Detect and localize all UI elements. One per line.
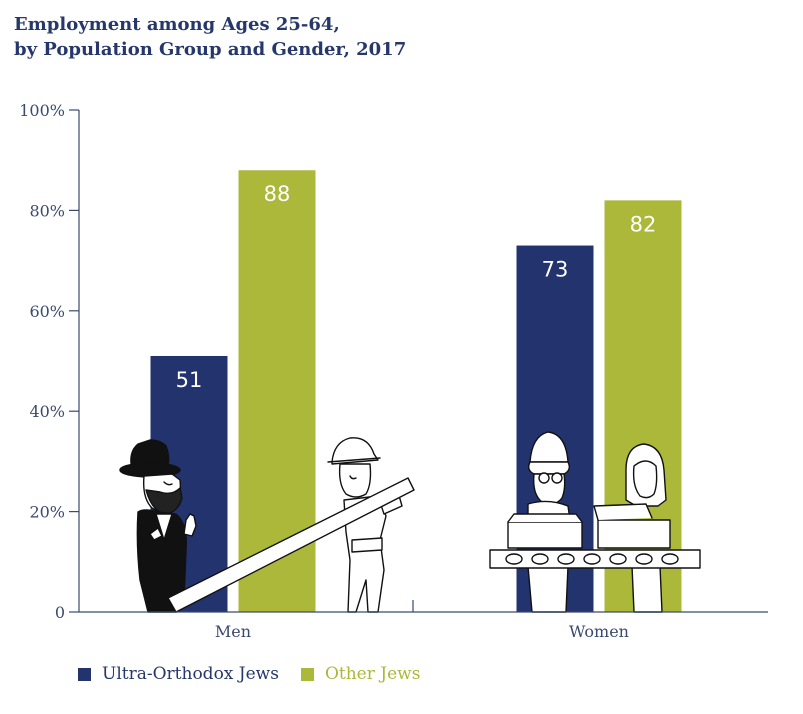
legend-label-ultra-orthodox: Ultra-Orthodox Jews xyxy=(102,664,279,684)
chart-title-line-2: by Population Group and Gender, 2017 xyxy=(14,39,407,60)
legend-swatch-ultra-orthodox xyxy=(78,667,91,681)
legend-item-other-jews: Other Jews xyxy=(300,664,421,684)
legend-swatch-other-jews xyxy=(300,667,314,681)
bar-value-label: 82 xyxy=(630,212,657,236)
x-category-label: Men xyxy=(215,622,251,641)
y-tick-label: 80% xyxy=(29,201,65,220)
chart-title: Employment among Ages 25-64, by Populati… xyxy=(14,12,406,62)
y-tick-label: 20% xyxy=(29,503,65,522)
y-axis: 0 20% 40% 60% 80% 100% xyxy=(19,101,80,622)
legend: Ultra-Orthodox Jews Other Jews xyxy=(78,664,442,684)
construction-worker-illustration xyxy=(327,437,403,613)
legend-label-other-jews: Other Jews xyxy=(324,664,421,684)
x-axis: Men Women xyxy=(79,600,768,641)
bar-value-label: 73 xyxy=(542,258,569,282)
y-tick-label: 100% xyxy=(19,101,65,120)
boxes-illustration xyxy=(507,503,671,549)
legend-item-ultra-orthodox: Ultra-Orthodox Jews xyxy=(78,664,279,684)
bar-value-label: 88 xyxy=(264,182,291,206)
y-tick-label: 0 xyxy=(55,603,65,622)
conveyor-belt-illustration xyxy=(489,549,701,569)
x-category-label: Women xyxy=(569,622,629,641)
woman-long-hair-illustration xyxy=(625,443,667,613)
ultra-orthodox-man-illustration xyxy=(119,439,197,613)
bar-value-label: 51 xyxy=(176,368,203,392)
illustrations xyxy=(119,431,701,613)
wooden-plank-illustration xyxy=(167,477,415,613)
chart-title-line-1: Employment among Ages 25-64, xyxy=(14,14,340,35)
y-tick-label: 60% xyxy=(29,302,65,321)
y-tick-label: 40% xyxy=(29,402,65,421)
